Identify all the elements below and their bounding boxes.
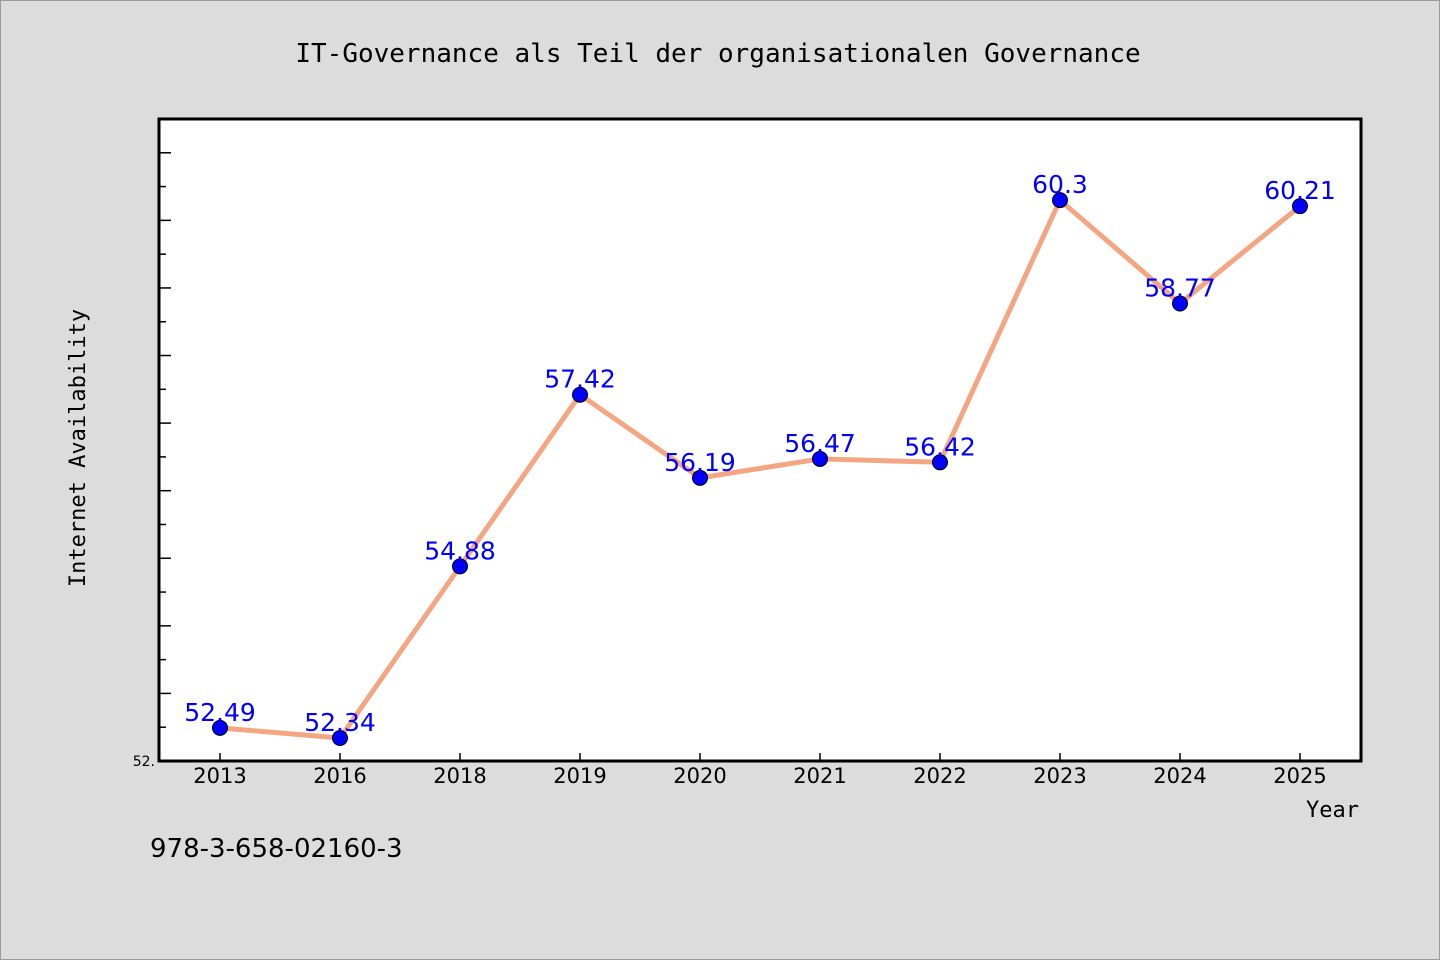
data-label: 52.34 <box>304 708 376 737</box>
x-tick-label: 2020 <box>673 764 726 788</box>
y-axis-ticks <box>159 152 171 728</box>
x-axis-label: Year <box>1306 798 1359 823</box>
plot-area <box>157 117 1363 763</box>
x-tick-label: 2022 <box>913 764 966 788</box>
chart-title: IT-Governance als Teil der organisationa… <box>295 39 1140 69</box>
data-label: 56.42 <box>904 432 976 461</box>
x-axis: 2013 2016 2018 2019 2020 2021 2022 2023 2024 2025 <box>193 753 1327 788</box>
x-tick-label: 2021 <box>793 764 846 788</box>
data-label: 54.88 <box>424 536 496 565</box>
data-point <box>932 454 948 471</box>
y-axis-label: Internet Availability <box>66 309 91 587</box>
x-tick-label: 2023 <box>1033 764 1086 788</box>
x-tick-label: 2013 <box>193 764 246 788</box>
data-labels: 52.49 52.34 54.88 57.42 56.19 56.47 56.42 60.3 5… <box>184 170 1336 737</box>
series-line <box>219 197 1302 741</box>
y-tick-label: 52. <box>133 754 155 770</box>
data-label: 56.47 <box>784 429 856 458</box>
data-point <box>812 450 828 467</box>
data-point <box>212 719 228 736</box>
data-label: 57.42 <box>544 365 616 394</box>
x-tick-label: 2025 <box>1273 764 1326 788</box>
data-point <box>572 386 588 403</box>
data-point <box>452 558 468 575</box>
x-tick-label: 2018 <box>433 764 486 788</box>
data-points <box>212 192 1308 747</box>
data-label: 56.19 <box>664 448 736 477</box>
x-tick-label: 2016 <box>313 764 366 788</box>
data-point <box>332 730 348 747</box>
data-point <box>692 469 708 486</box>
data-label: 52.49 <box>184 698 256 727</box>
x-tick-label: 2019 <box>553 764 606 788</box>
data-point <box>1172 295 1188 312</box>
data-label: 60.3 <box>1032 170 1088 199</box>
data-point <box>1292 198 1308 215</box>
data-label: 60.21 <box>1264 176 1336 205</box>
x-tick-label: 2024 <box>1153 764 1206 788</box>
data-point <box>1052 192 1068 209</box>
footer-isbn: 978-3-658-02160-3 <box>150 834 403 864</box>
data-label: 58.77 <box>1144 273 1216 302</box>
